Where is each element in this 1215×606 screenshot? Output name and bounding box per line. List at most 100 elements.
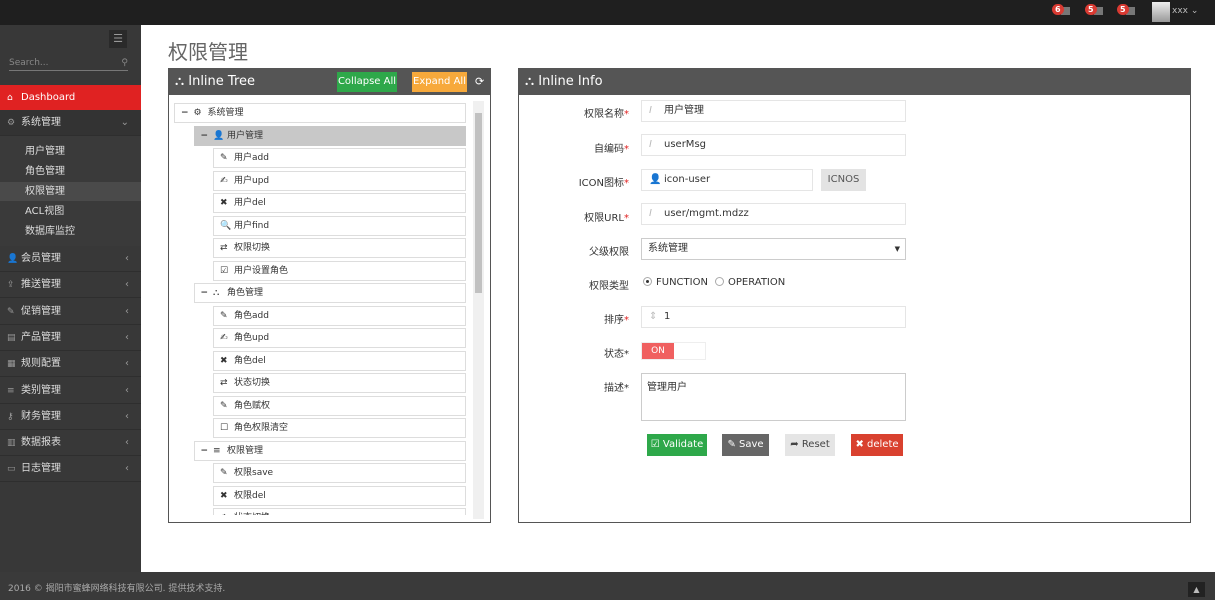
tree-node[interactable]: ✖ 权限del: [213, 485, 466, 506]
avatar[interactable]: [1152, 2, 1170, 22]
scrollbar-thumb[interactable]: [475, 113, 482, 293]
icon-input[interactable]: 👤 icon-user: [641, 169, 813, 191]
tree-node[interactable]: ✍ 用户upd: [213, 170, 466, 191]
collapse-toggle-icon[interactable]: −: [200, 288, 209, 298]
status-on: ON: [642, 343, 674, 359]
scroll-top-icon[interactable]: ▲: [1188, 582, 1205, 597]
search-input[interactable]: Search... ⚲: [9, 55, 128, 71]
tree-node[interactable]: ✎ 角色赋权: [213, 395, 466, 416]
tree-node-label: 角色add: [234, 310, 269, 321]
sidebar-item-3[interactable]: ✎ 促销管理 ‹: [0, 299, 141, 325]
tree-node[interactable]: ⇄ 权限切换: [213, 238, 466, 258]
icons-button[interactable]: ICNOS: [821, 169, 866, 191]
pencil-icon: ✎: [7, 306, 15, 317]
tree-node-icon: ⇄: [220, 378, 228, 388]
text-cursor-icon: I: [649, 139, 652, 150]
collapse-toggle-icon[interactable]: −: [181, 108, 189, 118]
tree-node[interactable]: ✍状态切换: [213, 508, 466, 515]
sidebar-item-2[interactable]: ⇪ 推送管理 ‹: [0, 272, 141, 299]
tree-panel-title: Inline Tree: [188, 74, 256, 89]
submenu-user[interactable]: 用户管理: [25, 146, 65, 157]
validate-button[interactable]: ☑ Validate: [647, 434, 707, 456]
expand-all-button[interactable]: Expand All: [412, 72, 467, 92]
type-label: 权限类型: [589, 281, 629, 292]
notification-bell[interactable]: 6: [1052, 4, 1074, 18]
tree-node-icon: 🔍: [220, 220, 232, 231]
tree-node-icon: ✍: [220, 509, 232, 515]
submenu-permission[interactable]: 权限管理: [0, 182, 141, 201]
tree-node-icon: ✎: [220, 153, 228, 163]
tree-panel-header: ⛬ Inline Tree Collapse All Expand All ⟳: [169, 69, 490, 95]
tree-node-label: 权限save: [234, 468, 274, 478]
sidebar-toggle-icon[interactable]: ☰: [109, 30, 127, 48]
sidebar-item-4[interactable]: ▤ 产品管理 ‹: [0, 325, 141, 351]
search-icon[interactable]: ⚲: [121, 58, 128, 68]
sidebar-item-label: 推送管理: [21, 279, 61, 291]
username: xxx: [1172, 6, 1188, 16]
system-submenu: 用户管理 角色管理 权限管理 ACL视图 数据库监控: [0, 136, 141, 246]
bar-chart-icon: ▥: [7, 438, 16, 449]
user-menu[interactable]: xxx ⌄: [1172, 6, 1198, 16]
tree-node-label: 角色权限清空: [234, 423, 289, 433]
type-radio-operation[interactable]: OPERATION: [715, 277, 785, 288]
submenu-role[interactable]: 角色管理: [25, 166, 65, 177]
reset-button[interactable]: ➦ Reset: [785, 434, 835, 456]
collapse-toggle-icon[interactable]: −: [200, 130, 209, 141]
delete-button[interactable]: ✖ delete: [851, 434, 903, 456]
tree-node[interactable]: ✎ 用户add: [213, 148, 466, 168]
top-bar: 6 5 5 xxx ⌄: [0, 0, 1215, 25]
tree-node[interactable]: − 👤 用户管理: [193, 125, 466, 146]
credit-card-icon: ▭: [7, 464, 16, 475]
status-toggle[interactable]: ON: [641, 342, 706, 360]
refresh-icon[interactable]: ⟳: [475, 75, 485, 88]
tree-node[interactable]: ✎ 角色add: [213, 305, 466, 326]
tree-node-label: 状态切换: [234, 378, 271, 388]
notification-inbox[interactable]: 5: [1085, 4, 1107, 18]
list-alt-icon: ▦: [7, 359, 16, 370]
sidebar-item-dashboard[interactable]: ⌂ Dashboard: [0, 85, 141, 111]
submenu-acl[interactable]: ACL视图: [25, 206, 65, 217]
tree-node[interactable]: − ≡ 权限管理: [193, 440, 466, 461]
order-input[interactable]: ⇕ 1: [641, 306, 906, 328]
tree-node[interactable]: ✎ 权限save: [213, 463, 466, 483]
sidebar-item-7[interactable]: ⚷ 财务管理 ‹: [0, 404, 141, 430]
tree-node[interactable]: ✍ 角色upd: [213, 328, 466, 348]
tree-node[interactable]: − ⛬ 角色管理: [193, 283, 466, 303]
tree-node[interactable]: ⇄ 状态切换: [213, 373, 466, 393]
sidebar-item-label: Dashboard: [21, 92, 76, 103]
tree-node-label: 用户管理: [227, 130, 264, 141]
sidebar-item-1[interactable]: 👤 会员管理 ‹: [0, 246, 141, 272]
code-label: 自编码*: [594, 144, 629, 155]
notification-tasks[interactable]: 5: [1117, 4, 1139, 18]
tree-node-icon: ✎: [220, 310, 228, 321]
search-placeholder: Search...: [9, 58, 49, 68]
collapse-all-button[interactable]: Collapse All: [337, 72, 397, 92]
sidebar-item-label: 规则配置: [21, 358, 61, 370]
sidebar-item-8[interactable]: ▥ 数据报表 ‹: [0, 430, 141, 457]
collapse-toggle-icon[interactable]: −: [200, 445, 209, 456]
sidebar-item-6[interactable]: ≡ 类别管理 ‹: [0, 378, 141, 404]
submenu-db-monitor[interactable]: 数据库监控: [25, 226, 75, 237]
pencil-icon: ✎: [727, 439, 736, 450]
sidebar-item-label: 促销管理: [21, 305, 61, 317]
tree-node-label: 权限del: [234, 490, 266, 501]
footer-text: 2016 © 揭阳市蜜蜂网络科技有限公司. 提供技术支持.: [8, 584, 226, 594]
tree-scrollbar[interactable]: [473, 101, 484, 519]
tree-node[interactable]: − ⚙ 系统管理: [174, 103, 466, 123]
tree-node[interactable]: ✖ 用户del: [213, 193, 466, 213]
sidebar-item-9[interactable]: ▭ 日志管理 ‹: [0, 456, 141, 483]
tree-node-label: 状态切换: [234, 513, 270, 515]
type-radio-function[interactable]: FUNCTION: [643, 277, 708, 288]
tree-node[interactable]: ✖ 角色del: [213, 350, 466, 371]
tree-node[interactable]: ☐ 角色权限清空: [213, 418, 466, 438]
tree-node[interactable]: 🔍 用户find: [213, 215, 466, 236]
save-button[interactable]: ✎ Save: [722, 434, 769, 456]
name-input[interactable]: I 用户管理: [641, 100, 906, 122]
parent-select[interactable]: 系统管理 ▼: [641, 238, 906, 260]
desc-textarea[interactable]: 管理用户: [641, 373, 906, 421]
sidebar-item-system[interactable]: ⚙ 系统管理 ⌄: [0, 110, 141, 136]
tree-node[interactable]: ☑ 用户设置角色: [213, 260, 466, 281]
sidebar-item-5[interactable]: ▦ 规则配置 ‹: [0, 351, 141, 378]
